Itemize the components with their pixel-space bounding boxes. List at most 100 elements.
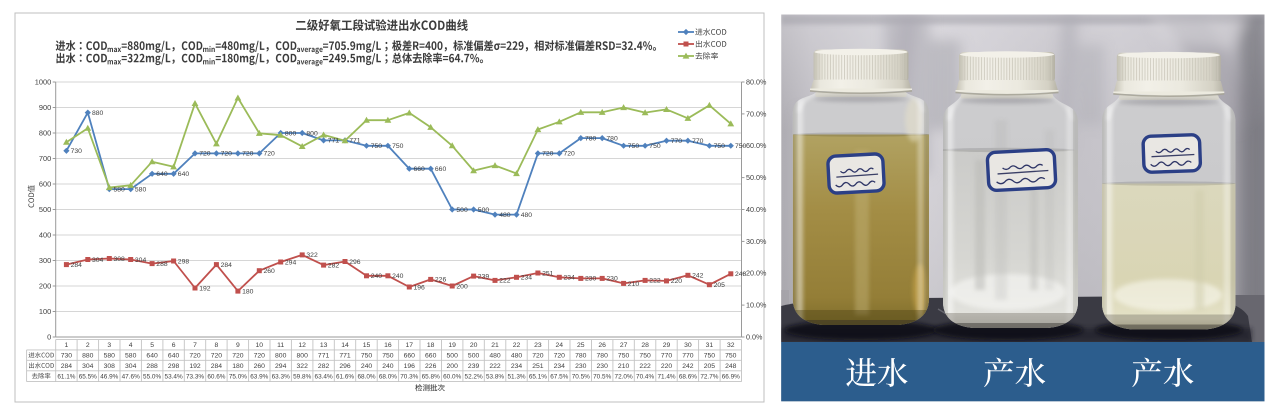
svg-text:304: 304 <box>135 257 147 264</box>
svg-text:800: 800 <box>285 130 297 137</box>
svg-text:63.3%: 63.3% <box>272 374 290 381</box>
svg-text:240: 240 <box>361 363 373 370</box>
svg-text:80.0%: 80.0% <box>746 77 767 86</box>
svg-text:192: 192 <box>199 285 211 292</box>
svg-text:770: 770 <box>671 138 683 145</box>
svg-text:234: 234 <box>511 363 523 370</box>
svg-text:900: 900 <box>39 103 51 112</box>
svg-text:720: 720 <box>221 151 233 158</box>
svg-text:65.8%: 65.8% <box>422 374 440 381</box>
svg-text:15: 15 <box>363 342 371 349</box>
svg-text:720: 720 <box>542 151 554 158</box>
svg-text:30.0%: 30.0% <box>746 237 767 246</box>
svg-text:65.1%: 65.1% <box>529 374 547 381</box>
svg-text:220: 220 <box>661 363 673 370</box>
svg-text:730: 730 <box>71 148 83 155</box>
svg-text:771: 771 <box>349 138 361 145</box>
svg-text:59.8%: 59.8% <box>293 374 311 381</box>
svg-text:640: 640 <box>156 171 168 178</box>
svg-text:284: 284 <box>221 262 233 269</box>
svg-text:304: 304 <box>125 363 137 370</box>
svg-text:294: 294 <box>275 363 287 370</box>
svg-text:720: 720 <box>264 151 276 158</box>
svg-text:70.0%: 70.0% <box>746 109 767 118</box>
svg-text:770: 770 <box>692 138 704 145</box>
svg-text:205: 205 <box>714 282 726 289</box>
svg-text:242: 242 <box>692 273 704 280</box>
svg-text:750: 750 <box>725 352 737 359</box>
svg-text:31: 31 <box>706 342 714 349</box>
svg-text:18: 18 <box>427 342 435 349</box>
svg-text:771: 771 <box>318 352 330 359</box>
svg-text:200: 200 <box>456 283 468 290</box>
svg-text:68.6%: 68.6% <box>679 374 697 381</box>
svg-text:230: 230 <box>575 363 587 370</box>
svg-text:72.0%: 72.0% <box>615 374 633 381</box>
svg-text:200: 200 <box>447 363 459 370</box>
svg-text:68.0%: 68.0% <box>357 374 375 381</box>
svg-text:192: 192 <box>189 363 201 370</box>
svg-text:251: 251 <box>532 363 544 370</box>
svg-text:52.2%: 52.2% <box>465 374 483 381</box>
svg-text:13: 13 <box>320 342 328 349</box>
svg-text:500: 500 <box>478 207 490 214</box>
svg-text:72.7%: 72.7% <box>700 374 718 381</box>
svg-text:580: 580 <box>104 352 116 359</box>
svg-text:222: 222 <box>649 278 661 285</box>
svg-text:60.0%: 60.0% <box>746 141 767 150</box>
svg-text:750: 750 <box>371 143 383 150</box>
svg-text:770: 770 <box>661 352 673 359</box>
svg-text:240: 240 <box>392 273 404 280</box>
svg-text:230: 230 <box>597 363 609 370</box>
svg-text:750: 750 <box>649 143 661 150</box>
svg-text:298: 298 <box>178 258 190 265</box>
svg-text:32: 32 <box>727 342 735 349</box>
svg-text:640: 640 <box>178 171 190 178</box>
svg-text:500: 500 <box>447 352 459 359</box>
svg-text:70.4%: 70.4% <box>636 374 654 381</box>
svg-text:730: 730 <box>61 352 73 359</box>
svg-text:720: 720 <box>554 352 566 359</box>
svg-text:60.0%: 60.0% <box>443 374 461 381</box>
svg-text:222: 222 <box>639 363 651 370</box>
svg-text:771: 771 <box>328 138 340 145</box>
svg-text:322: 322 <box>297 363 309 370</box>
svg-text:47.6%: 47.6% <box>122 374 140 381</box>
svg-text:240: 240 <box>371 273 383 280</box>
svg-text:750: 750 <box>714 143 726 150</box>
svg-text:720: 720 <box>199 151 211 158</box>
svg-text:284: 284 <box>71 262 83 269</box>
svg-text:226: 226 <box>435 277 447 284</box>
svg-text:63.9%: 63.9% <box>250 374 268 381</box>
svg-text:75.0%: 75.0% <box>229 374 247 381</box>
svg-text:230: 230 <box>606 276 618 283</box>
svg-text:660: 660 <box>435 166 447 173</box>
svg-text:480: 480 <box>521 212 533 219</box>
svg-text:205: 205 <box>704 363 716 370</box>
svg-text:750: 750 <box>618 352 630 359</box>
svg-text:220: 220 <box>671 278 683 285</box>
svg-text:70.5%: 70.5% <box>572 374 590 381</box>
svg-text:100: 100 <box>39 307 51 316</box>
svg-text:11: 11 <box>277 342 284 349</box>
svg-text:61.1%: 61.1% <box>57 374 75 381</box>
svg-text:239: 239 <box>468 363 480 370</box>
svg-text:7: 7 <box>193 342 197 349</box>
svg-text:580: 580 <box>135 186 147 193</box>
svg-text:210: 210 <box>618 363 630 370</box>
svg-text:0: 0 <box>47 332 51 341</box>
svg-text:322: 322 <box>306 252 318 259</box>
svg-text:73.3%: 73.3% <box>186 374 204 381</box>
svg-text:65.5%: 65.5% <box>79 374 97 381</box>
svg-text:480: 480 <box>511 352 523 359</box>
svg-text:750: 750 <box>628 143 640 150</box>
svg-text:222: 222 <box>489 363 501 370</box>
svg-text:720: 720 <box>232 352 244 359</box>
svg-text:25: 25 <box>577 342 585 349</box>
svg-text:40.0%: 40.0% <box>746 205 767 214</box>
svg-text:400: 400 <box>39 230 51 239</box>
svg-text:234: 234 <box>564 275 576 282</box>
svg-text:296: 296 <box>349 259 361 266</box>
svg-text:770: 770 <box>682 352 694 359</box>
svg-text:780: 780 <box>606 135 618 142</box>
